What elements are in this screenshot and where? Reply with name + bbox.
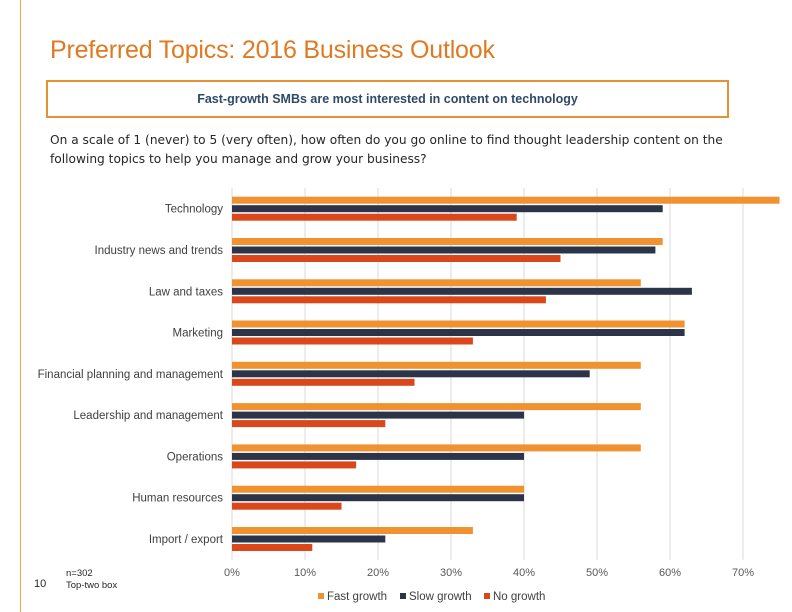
bar (232, 485, 524, 493)
footer-note: n=302 Top-two box (66, 568, 117, 592)
category-label: Industry news and trends (95, 245, 224, 257)
category-label: Import / export (149, 534, 224, 546)
bar (232, 535, 386, 543)
bar (232, 329, 685, 336)
legend-label: No growth (493, 591, 545, 603)
bar (232, 502, 342, 510)
x-tick-label: 10% (294, 567, 316, 579)
bar (232, 246, 656, 254)
page-title: Preferred Topics: 2016 Business Outlook (50, 36, 495, 64)
key-finding-callout: Fast-growth SMBs are most interested in … (46, 80, 729, 118)
bar (232, 238, 663, 245)
sample-size: n=302 (66, 568, 93, 579)
category-label: Law and taxes (149, 286, 223, 298)
legend-swatch (318, 593, 324, 599)
callout-text: Fast-growth SMBs are most interested in … (197, 92, 578, 106)
category-label: Leadership and management (73, 410, 223, 422)
measure-note: Top-two box (66, 580, 118, 591)
page-number: 10 (34, 578, 47, 590)
category-label: Technology (165, 204, 223, 216)
bar (232, 403, 641, 411)
category-label: Marketing (173, 328, 224, 340)
bar (232, 378, 415, 386)
category-label: Operations (167, 451, 224, 463)
bar (232, 370, 590, 378)
x-tick-label: 30% (440, 567, 462, 579)
x-tick-label: 70% (732, 567, 754, 579)
legend-swatch (484, 593, 490, 599)
x-tick-label: 60% (659, 567, 681, 579)
bar (232, 494, 524, 502)
x-tick-label: 40% (513, 567, 535, 579)
bar (232, 196, 780, 204)
x-tick-label: 0% (224, 567, 240, 579)
bar (232, 296, 546, 304)
legend-label: Fast growth (327, 591, 387, 603)
bar (232, 444, 641, 452)
legend-swatch (400, 593, 406, 599)
bar (232, 527, 473, 534)
x-tick-label: 20% (367, 567, 389, 579)
bar (232, 279, 641, 287)
bar (232, 420, 386, 428)
bar (232, 411, 524, 419)
category-label: Financial planning and management (38, 369, 224, 381)
bar (232, 337, 473, 345)
survey-question: On a scale of 1 (never) to 5 (very often… (50, 133, 723, 166)
bar (232, 287, 692, 295)
legend-label: Slow growth (409, 591, 472, 603)
bar (232, 213, 517, 221)
bar (232, 255, 561, 262)
x-tick-label: 50% (586, 567, 608, 579)
category-label: Human resources (132, 493, 223, 505)
bar (232, 461, 357, 469)
bar (232, 205, 663, 213)
bar (232, 544, 313, 551)
left-accent-rule (20, 0, 21, 612)
bar (232, 361, 641, 369)
bar (232, 320, 685, 328)
bar (232, 452, 524, 460)
